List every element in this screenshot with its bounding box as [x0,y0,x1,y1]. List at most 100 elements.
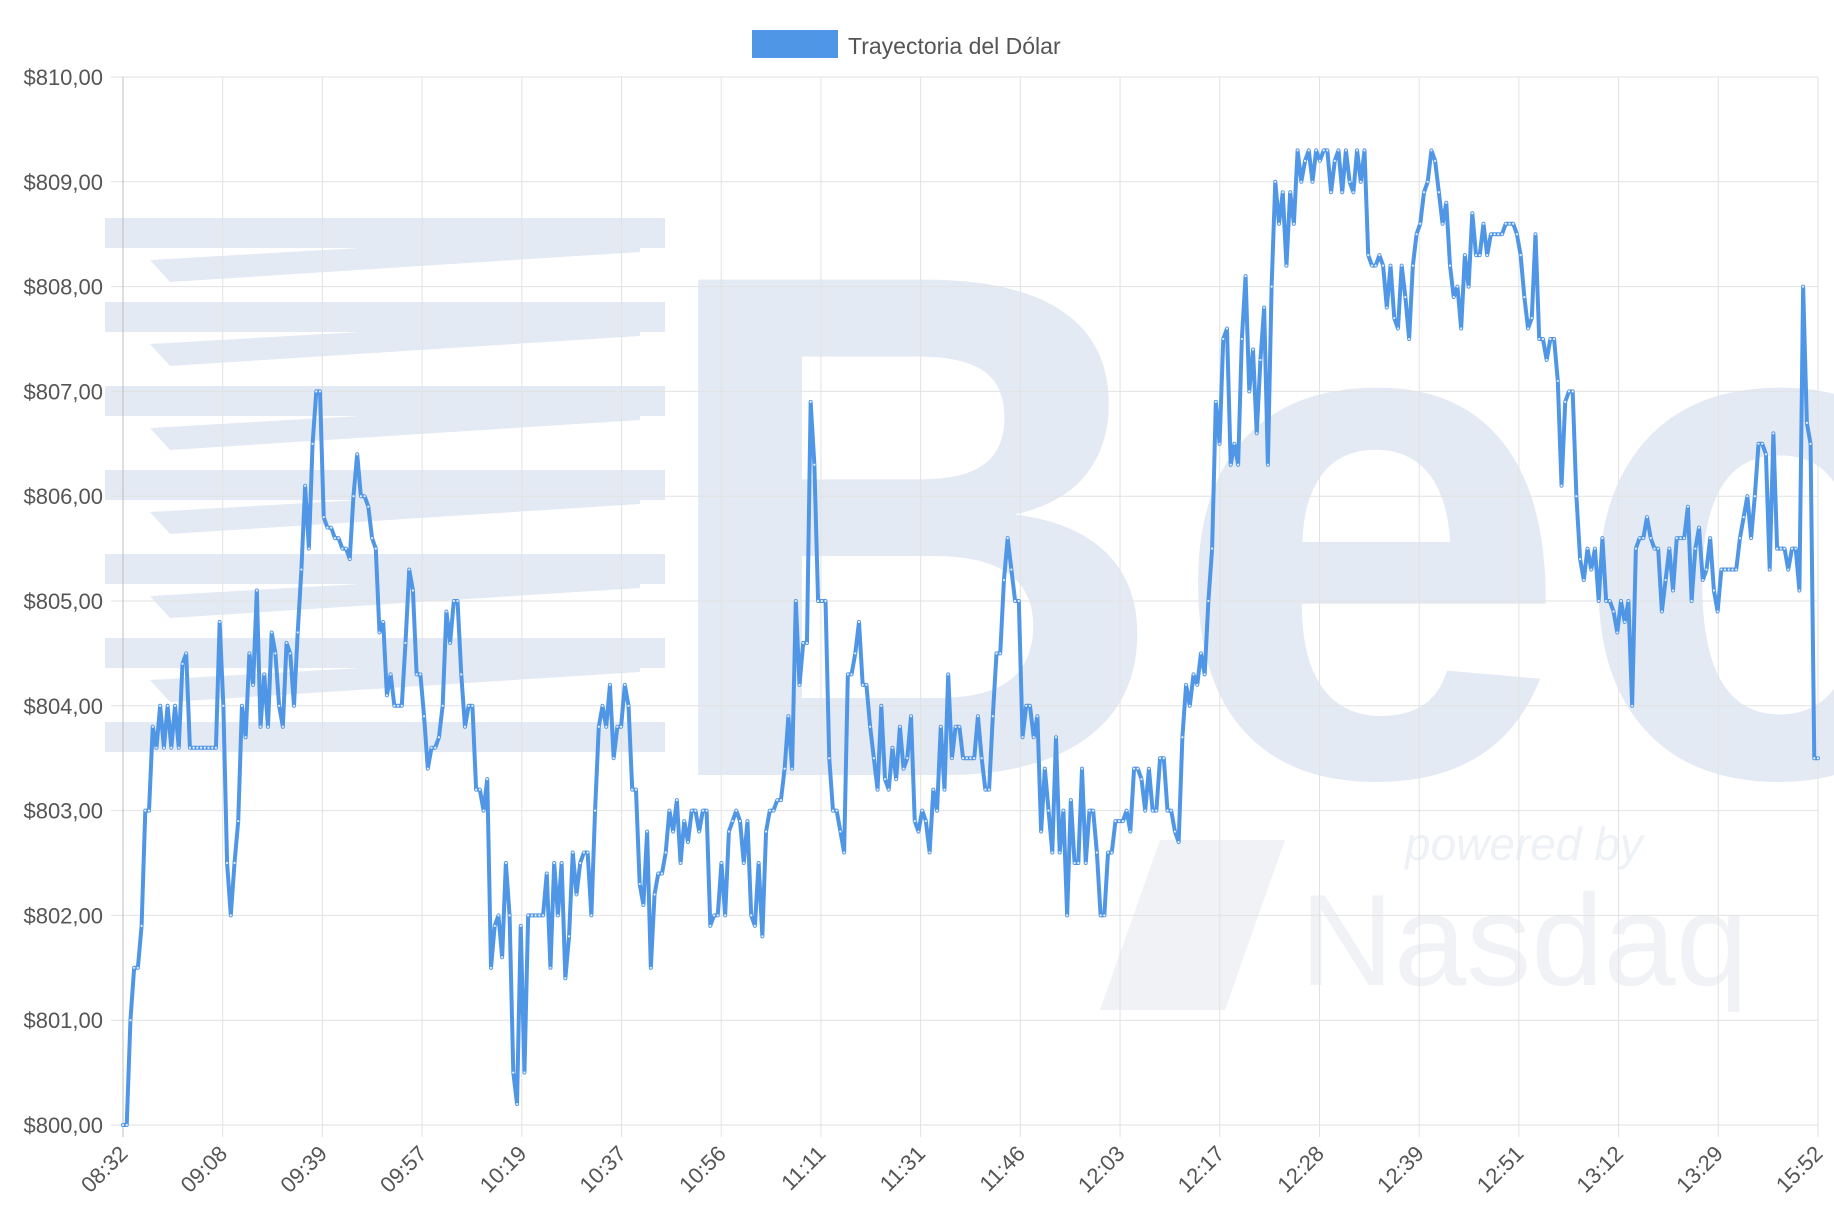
data-point[interactable] [560,861,563,865]
data-point[interactable] [805,641,809,645]
data-point[interactable] [519,924,522,927]
data-point[interactable] [121,1123,125,1127]
data-point[interactable] [1341,191,1344,194]
data-point[interactable] [1296,149,1299,152]
data-point[interactable] [199,746,203,749]
data-point[interactable] [1355,149,1359,152]
data-point[interactable] [1634,547,1637,550]
data-point[interactable] [333,537,336,540]
data-point[interactable] [1277,222,1281,225]
data-point[interactable] [1088,809,1091,812]
data-point[interactable] [1092,809,1095,812]
data-point[interactable] [631,788,634,791]
data-point[interactable] [1021,736,1024,739]
data-point[interactable] [861,683,864,686]
data-point[interactable] [961,757,965,760]
legend[interactable]: Trayectoria del Dólar [752,30,1061,59]
data-point[interactable] [939,725,942,728]
data-point[interactable] [422,715,426,718]
data-point[interactable] [1437,191,1440,194]
data-point[interactable] [991,715,994,718]
data-point[interactable] [504,861,507,865]
data-point[interactable] [987,788,991,791]
data-point[interactable] [330,526,333,529]
data-point[interactable] [1077,861,1080,865]
data-point[interactable] [326,526,329,529]
data-point[interactable] [1571,390,1574,393]
data-point[interactable] [1192,673,1195,676]
data-point[interactable] [1036,715,1039,718]
data-point[interactable] [857,620,861,624]
data-point[interactable] [1303,159,1307,162]
data-point[interactable] [1181,736,1184,739]
data-point[interactable] [1738,537,1742,540]
data-point[interactable] [151,725,154,728]
data-point[interactable] [1177,840,1180,844]
data-point[interactable] [694,809,697,812]
data-point[interactable] [846,673,849,676]
data-point[interactable] [764,830,768,833]
data-point[interactable] [605,725,608,728]
data-point[interactable] [538,914,541,917]
data-point[interactable] [1263,306,1266,309]
data-point[interactable] [467,704,470,707]
data-point[interactable] [1140,778,1143,781]
data-point[interactable] [1196,683,1199,686]
data-point[interactable] [133,966,136,969]
data-point[interactable] [147,809,151,812]
data-point[interactable] [772,809,775,812]
data-point[interactable] [705,809,708,812]
data-point[interactable] [1400,264,1403,267]
data-point[interactable] [649,966,652,969]
data-point[interactable] [928,851,931,854]
data-point[interactable] [315,390,318,393]
data-point[interactable] [657,872,660,875]
data-point[interactable] [441,704,444,707]
data-point[interactable] [1218,442,1221,445]
data-point[interactable] [1519,254,1522,257]
data-point[interactable] [1207,599,1210,603]
data-point[interactable] [452,599,455,603]
data-point[interactable] [289,652,292,655]
data-point[interactable] [924,819,927,823]
data-point[interactable] [627,704,630,707]
data-point[interactable] [1512,222,1515,225]
data-point[interactable] [1716,610,1719,613]
data-point[interactable] [1723,568,1727,571]
data-point[interactable] [679,861,682,865]
data-point[interactable] [783,767,786,770]
data-point[interactable] [1382,264,1385,267]
data-point[interactable] [1095,851,1098,854]
data-point[interactable] [270,631,273,634]
data-point[interactable] [1664,578,1667,582]
data-point[interactable] [869,725,872,728]
data-point[interactable] [1493,233,1496,236]
data-point[interactable] [1244,275,1247,278]
data-point[interactable] [1489,233,1492,236]
data-point[interactable] [292,704,296,707]
data-point[interactable] [1608,599,1611,603]
data-point[interactable] [999,652,1002,655]
data-point[interactable] [817,599,820,603]
data-point[interactable] [1508,222,1511,225]
data-point[interactable] [1147,767,1151,770]
data-point[interactable] [909,715,913,718]
data-point[interactable] [969,757,972,760]
data-point[interactable] [1534,233,1537,236]
data-point[interactable] [129,1019,132,1022]
data-point[interactable] [1151,809,1154,812]
data-point[interactable] [322,516,325,519]
data-point[interactable] [419,673,422,676]
data-point[interactable] [370,537,374,540]
data-point[interactable] [218,620,221,624]
data-point[interactable] [512,1071,515,1074]
data-point[interactable] [668,809,671,812]
data-point[interactable] [155,746,158,749]
data-point[interactable] [285,641,288,645]
data-point[interactable] [1237,463,1240,466]
data-point[interactable] [664,851,667,854]
data-point[interactable] [1166,809,1169,812]
data-point[interactable] [248,652,251,655]
data-point[interactable] [672,830,675,833]
data-point[interactable] [724,914,727,917]
